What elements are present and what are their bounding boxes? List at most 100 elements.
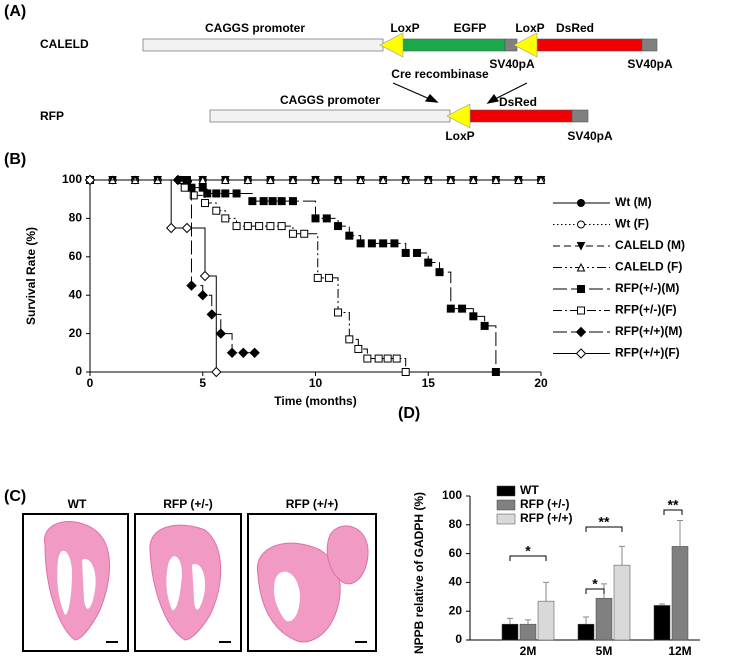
legend-marker	[577, 199, 585, 207]
marker	[266, 175, 275, 184]
marker	[189, 191, 198, 200]
legend-marker	[576, 242, 586, 251]
marker	[536, 175, 546, 184]
marker	[345, 231, 354, 240]
marker	[226, 347, 238, 359]
marker	[277, 222, 286, 231]
marker	[333, 175, 343, 184]
bar	[501, 623, 519, 641]
caleld-construct	[142, 32, 658, 58]
legend-swatch	[496, 485, 516, 497]
marker	[277, 197, 286, 206]
segment-label: LoxP	[515, 21, 544, 35]
x-tick-label: 20	[534, 376, 548, 390]
marker	[232, 222, 241, 231]
significance-label: *	[525, 543, 531, 559]
significance-label: **	[599, 514, 610, 530]
bar	[671, 546, 689, 641]
y-tick-label: 80	[449, 517, 463, 531]
marker	[288, 175, 298, 184]
segment-label: LoxP	[390, 21, 419, 35]
segment-label: SV40pA	[567, 129, 613, 143]
marker	[458, 304, 467, 313]
x-tick-label: 15	[422, 376, 436, 390]
marker	[255, 222, 264, 231]
marker	[232, 189, 241, 198]
legend-marker	[575, 348, 587, 359]
segment-label: LoxP	[445, 129, 474, 143]
y-tick-label: 40	[449, 575, 463, 589]
y-tick-label: 40	[69, 287, 83, 301]
y-tick-label: 60	[449, 546, 463, 560]
marker	[172, 174, 184, 186]
marker	[266, 222, 275, 231]
legend-swatch	[496, 513, 516, 525]
marker	[480, 321, 489, 330]
legend-label: Wt (F)	[615, 217, 649, 231]
marker	[288, 229, 297, 238]
marker	[345, 335, 354, 344]
bar	[595, 597, 613, 641]
construct-name: RFP	[40, 109, 64, 123]
segment-label: CAGGS promoter	[205, 21, 305, 35]
error-bar	[525, 619, 531, 625]
marker	[423, 175, 433, 184]
segment-label: EGFP	[454, 21, 487, 35]
segment-label: SV40pA	[489, 57, 535, 71]
segment-label: CAGGS promoter	[280, 93, 380, 107]
marker	[363, 354, 372, 363]
bar	[537, 600, 555, 641]
marker	[392, 354, 401, 363]
marker	[198, 175, 208, 184]
survival-line	[90, 179, 255, 354]
marker	[212, 189, 221, 198]
x-tick-label: 0	[87, 376, 94, 390]
marker	[300, 229, 309, 238]
marker	[491, 368, 500, 376]
marker	[215, 328, 226, 339]
legend-swatch	[496, 499, 516, 511]
rfp-construct	[209, 103, 589, 129]
significance-bracket	[585, 526, 623, 532]
marker	[514, 175, 523, 184]
segment-label: DsRed	[499, 95, 537, 109]
marker	[356, 239, 365, 248]
x-axis-label: Time (months)	[274, 394, 356, 408]
marker	[288, 197, 297, 206]
construct-name: CALELD	[40, 37, 89, 51]
marker	[197, 289, 208, 301]
x-tick-label: 5M	[596, 644, 613, 658]
y-tick-label: 60	[69, 249, 83, 263]
significance-label: **	[668, 497, 679, 513]
legend-marker	[575, 326, 587, 338]
marker	[212, 206, 221, 215]
legend-marker	[577, 306, 585, 315]
marker	[220, 175, 230, 184]
x-tick-label: 5	[199, 376, 206, 390]
legend-label: CALELD (F)	[615, 260, 682, 274]
marker	[211, 366, 222, 378]
x-tick-label: 2M	[520, 644, 537, 658]
marker	[238, 347, 249, 359]
legend-marker	[577, 220, 585, 229]
marker	[186, 280, 197, 291]
marker	[401, 368, 410, 376]
y-tick-label: 100	[442, 488, 462, 502]
survival-line	[90, 179, 497, 372]
marker	[268, 197, 277, 206]
marker	[401, 175, 411, 184]
marker	[401, 248, 410, 257]
error-bar	[507, 617, 513, 625]
significance-bracket	[585, 588, 605, 594]
marker	[374, 354, 383, 363]
y-tick-label: 20	[449, 603, 463, 617]
legend-label: RFP(+/+)(F)	[615, 346, 680, 360]
marker	[334, 222, 343, 231]
marker	[446, 304, 455, 313]
legend-label: WT	[520, 483, 539, 497]
y-tick-label: 80	[69, 211, 83, 225]
legend-label: Wt (M)	[615, 195, 652, 209]
marker	[203, 189, 212, 198]
bar	[577, 623, 595, 641]
